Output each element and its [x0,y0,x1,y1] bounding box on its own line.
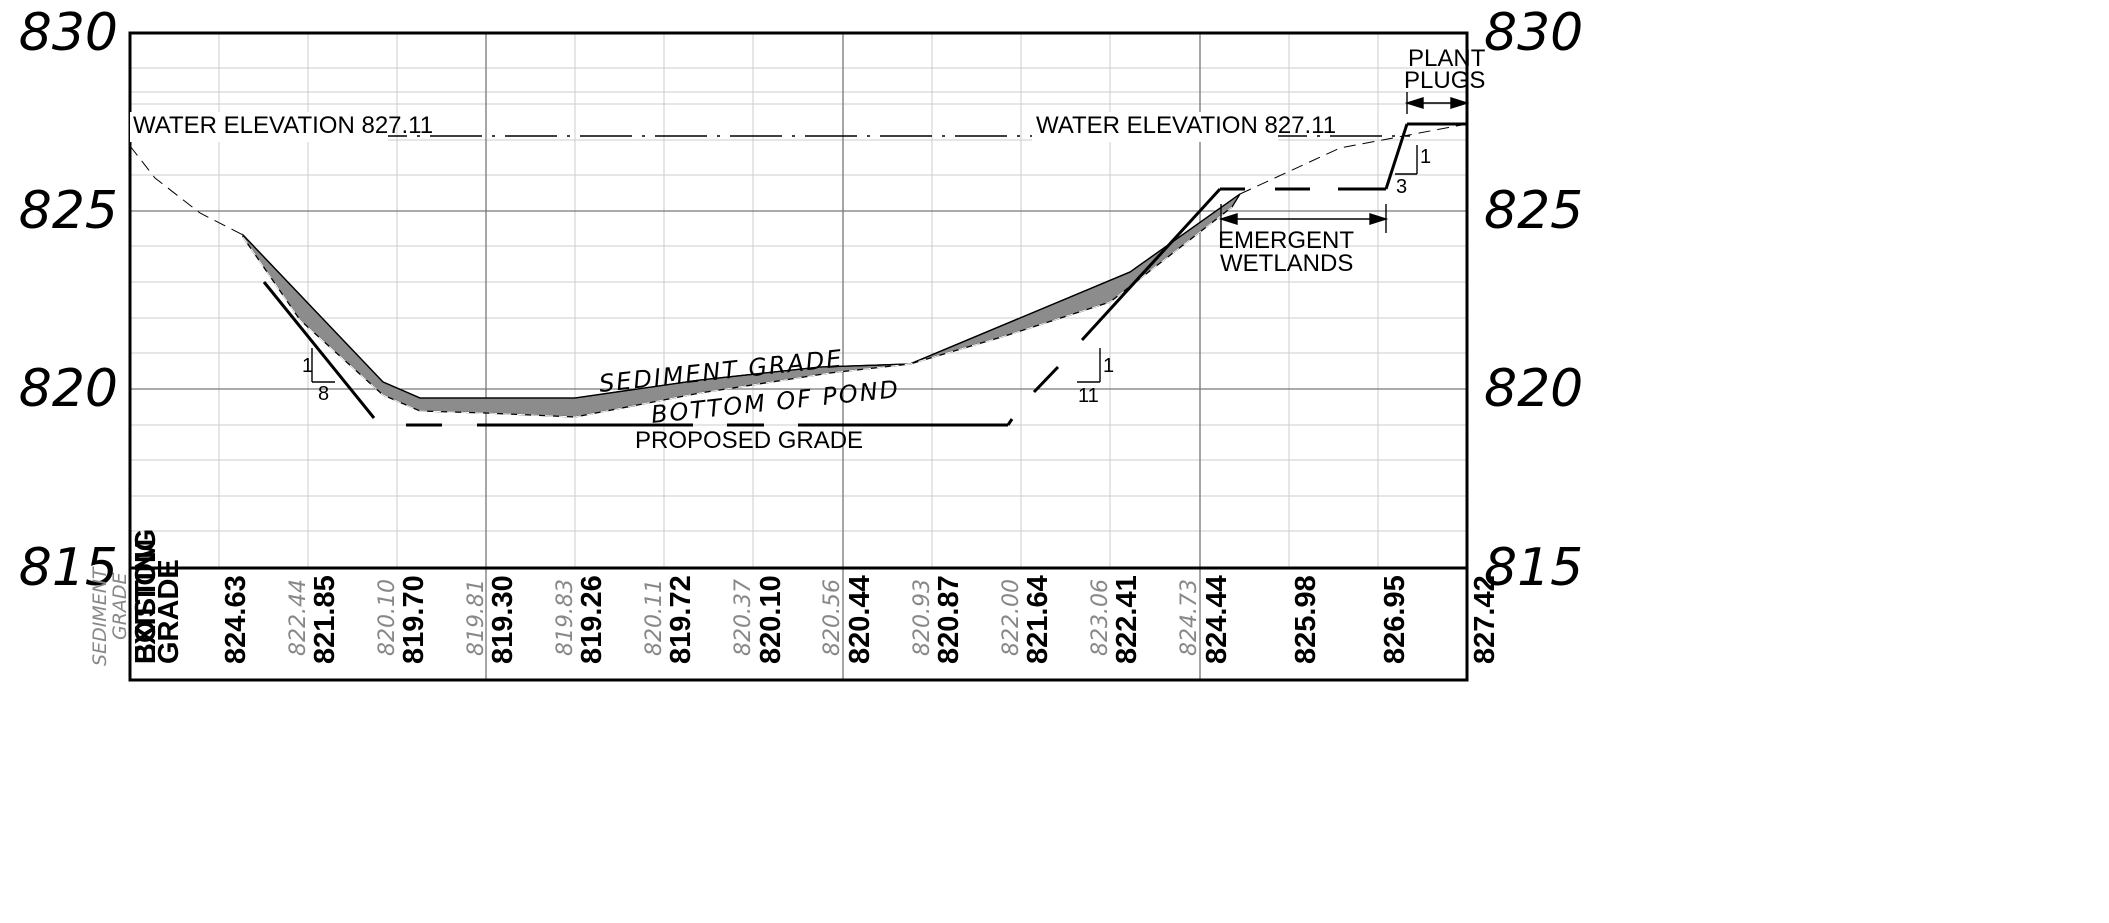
water-elevation-label-left: WATER ELEVATION 827.11 [133,112,433,139]
slope-right-run: 3 [1396,176,1407,198]
main-value: 819.72 [665,575,697,664]
emergent-label: EMERGENT [1218,227,1354,254]
main-value: 822.41 [1111,575,1143,664]
slope-mid-rise: 1 [1103,355,1114,377]
slope-marker-left [311,348,335,383]
water-elevation-label-right: WATER ELEVATION 827.11 [1036,112,1336,139]
frame [128,31,1469,682]
plant-plugs-dimension [1404,92,1470,114]
main-value: 824.63 [220,575,252,664]
sediment-value: 820.11 [642,579,667,656]
sediment-value: 820.56 [820,579,845,656]
water-label-bg-right [1032,112,1278,142]
slope-right-rise: 1 [1420,146,1431,168]
y-label-820-left: 820 [19,359,118,419]
y-axis-left: 830 825 820 815 [19,3,118,598]
slope-mid-run: 11 [1078,385,1099,407]
sediment-value: 820.93 [910,579,935,656]
y-label-815-right: 815 [1484,538,1583,598]
existing-grade-right [1239,123,1468,195]
grade-row-label: GRADE [153,559,185,664]
y-label-830-right: 830 [1484,3,1583,63]
sediment-row-label-2: GRADE [109,572,131,640]
main-value: 820.87 [933,575,965,664]
y-label-820-right: 820 [1484,359,1583,419]
main-value: 819.30 [487,575,519,664]
main-value: 821.85 [309,575,341,664]
main-value: 820.44 [844,575,876,664]
sediment-grade-line [242,193,1241,399]
wetlands-label: WETLANDS [1220,250,1353,277]
minor-grid [130,33,1467,568]
sediment-value: 819.81 [464,579,489,656]
y-axis-right: 830 825 820 815 [1484,3,1583,598]
main-elevation-values: 824.63 821.85 819.70 819.30 819.26 819.7… [220,575,1501,664]
main-value: 827.42 [1469,575,1501,664]
y-label-825-right: 825 [1484,181,1583,241]
sediment-value: 820.37 [731,579,756,656]
sediment-value: 823.06 [1088,579,1113,656]
y-label-830-left: 830 [19,3,118,63]
slope-marker-mid [1077,348,1101,383]
water-label-bg-left [130,112,388,142]
emergent-wetlands-dimension [1218,204,1389,233]
table-row-labels: SEDIMENT GRADE BOTTOM EXISTING GRADE [89,529,185,666]
sediment-area [242,193,1241,418]
sediment-value: 819.83 [553,579,578,656]
slope-marker-right [1395,145,1418,175]
sediment-value: 824.73 [1177,579,1202,656]
main-value: 824.44 [1201,575,1233,664]
sediment-elevation-values: 822.44 820.10 819.81 819.83 820.11 820.3… [286,579,1202,656]
main-value: 826.95 [1379,575,1411,664]
y-label-825-left: 825 [19,181,118,241]
proposed-grade-label: PROPOSED GRADE [635,427,863,454]
main-value: 819.70 [398,575,430,664]
bottom-row-label: BOTTOM [130,539,162,664]
slope-left-run: 8 [318,383,329,405]
main-value: 820.10 [755,575,787,664]
sediment-row-label-1: SEDIMENT [89,566,111,666]
existing-row-label: EXISTING [130,529,162,664]
sediment-value: 820.10 [375,579,400,656]
sediment-value: 822.00 [999,579,1024,656]
plugs-label: PLUGS [1404,67,1485,94]
main-value: 819.26 [576,575,608,664]
y-label-815-left: 815 [19,538,118,598]
existing-grade-left [129,145,244,236]
slope-left-rise: 1 [302,355,313,377]
proposed-grade [262,122,1467,427]
sediment-value: 822.44 [286,579,311,656]
main-value: 821.64 [1022,575,1054,664]
major-grid [130,33,1467,680]
plant-label: PLANT [1408,45,1486,72]
main-value: 825.98 [1290,575,1322,664]
